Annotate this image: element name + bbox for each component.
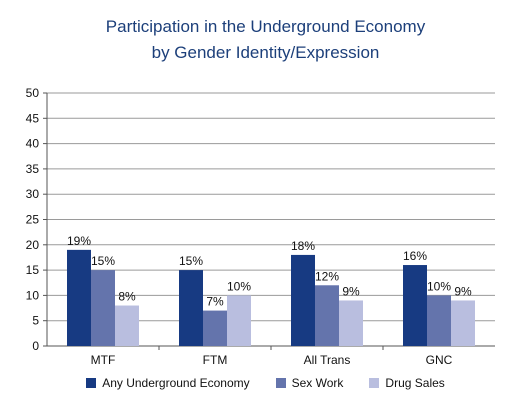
legend-label: Drug Sales	[385, 376, 445, 390]
bar-data-label: 9%	[454, 284, 472, 298]
y-tick-label: 25	[26, 213, 40, 227]
x-tick-label: GNC	[426, 353, 453, 367]
bar-data-label: 16%	[403, 249, 427, 263]
bar-data-label: 7%	[206, 295, 224, 309]
bar-data-label: 15%	[179, 254, 203, 268]
y-tick-label: 40	[26, 137, 40, 151]
chart-title-line-1: Participation in the Underground Economy	[105, 17, 426, 36]
y-tick-label: 20	[26, 238, 40, 252]
y-tick-label: 0	[32, 339, 39, 353]
y-tick-label: 50	[26, 86, 40, 100]
legend-swatch	[275, 378, 286, 388]
y-tick-label: 30	[26, 187, 40, 201]
bar	[179, 270, 203, 346]
legend-item: Sex Work	[275, 376, 344, 390]
y-tick-label: 15	[26, 263, 40, 277]
bar-data-label: 10%	[227, 279, 251, 293]
x-tick-label: FTM	[203, 353, 228, 367]
legend-item: Any Underground Economy	[86, 376, 250, 390]
bar-data-label: 10%	[427, 279, 451, 293]
chart-legend: Any Underground Economy Sex Work Drug Sale…	[0, 376, 531, 390]
y-tick-label: 35	[26, 162, 40, 176]
legend-swatch	[86, 378, 97, 388]
chart-title: Participation in the Underground Economy…	[0, 14, 531, 66]
y-tick-label: 45	[26, 111, 40, 125]
x-tick-label: MTF	[91, 353, 116, 367]
y-tick-label: 10	[26, 288, 40, 302]
legend-item: Drug Sales	[369, 376, 445, 390]
bar-data-label: 12%	[315, 269, 339, 283]
bar-data-label: 18%	[291, 239, 315, 253]
bar	[451, 300, 475, 346]
bar	[403, 265, 427, 346]
bar	[339, 300, 363, 346]
bar	[291, 254, 315, 346]
bar	[67, 249, 91, 346]
bar	[91, 270, 115, 346]
bar-data-label: 9%	[342, 284, 360, 298]
bar-data-label: 15%	[91, 254, 115, 268]
legend-label: Sex Work	[291, 376, 344, 390]
bar	[315, 285, 339, 346]
bar	[115, 305, 139, 346]
y-tick-label: 5	[32, 314, 39, 328]
bar	[227, 295, 251, 346]
legend-label: Any Underground Economy	[102, 376, 250, 390]
bar	[427, 295, 451, 346]
legend-swatch	[369, 378, 380, 388]
bar-data-label: 8%	[118, 290, 136, 304]
chart-title-line-2: by Gender Identity/Expression	[151, 43, 380, 62]
x-tick-label: All Trans	[304, 353, 351, 367]
bar-data-label: 19%	[67, 234, 91, 248]
bar	[203, 310, 227, 346]
